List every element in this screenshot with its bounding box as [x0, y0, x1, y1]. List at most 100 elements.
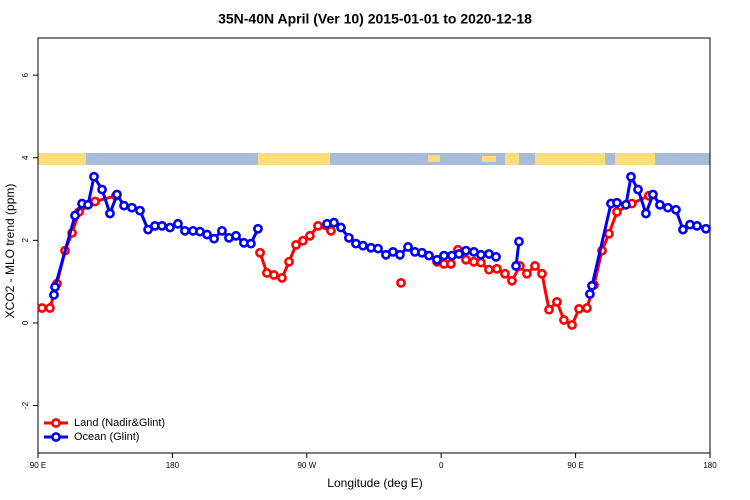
x-tick-label: 0: [439, 461, 444, 470]
data-point: [446, 258, 456, 269]
x-tick-label: 90 W: [297, 461, 316, 470]
data-point: [585, 289, 595, 299]
data-point: [701, 223, 711, 234]
data-point: [567, 320, 577, 330]
data-point: [507, 275, 517, 286]
data-point: [291, 239, 301, 250]
data-point: [552, 296, 562, 307]
data-point: [655, 199, 665, 210]
data-point: [313, 220, 323, 231]
data-point: [461, 254, 471, 265]
data-point: [633, 184, 643, 195]
x-tick-label: 90 E: [567, 461, 583, 470]
data-point: [277, 273, 287, 283]
data-point: [559, 315, 569, 325]
data-point: [692, 220, 702, 231]
data-point: [344, 232, 354, 243]
data-point: [522, 268, 532, 279]
data-point: [484, 264, 494, 275]
land-band: [535, 153, 605, 165]
data-point: [626, 171, 636, 182]
data-point: [336, 222, 346, 233]
plot-frame: [37, 37, 711, 454]
data-point: [358, 240, 368, 251]
y-tick-label: 4: [21, 155, 30, 160]
data-point: [157, 220, 167, 231]
x-tick-label: 90 E: [30, 461, 46, 470]
data-point: [45, 303, 55, 313]
data-point: [284, 256, 294, 267]
data-point: [50, 282, 60, 292]
legend-label: Land (Nadir&Glint): [74, 417, 165, 429]
data-point: [217, 225, 227, 236]
legend-marker: [51, 418, 61, 428]
legend-label: Ocean (Glint): [74, 431, 139, 443]
data-point: [127, 202, 137, 213]
legend-marker: [51, 432, 61, 442]
data-point: [119, 200, 129, 211]
land-band: [38, 153, 86, 165]
data-point: [476, 257, 486, 268]
land-band: [615, 153, 655, 165]
data-point: [621, 199, 631, 210]
data-point: [209, 233, 219, 244]
data-point: [544, 304, 554, 315]
data-point: [678, 224, 688, 235]
data-point: [574, 303, 584, 314]
data-point: [305, 230, 315, 241]
data-point: [105, 208, 115, 219]
data-point: [492, 263, 502, 274]
data-point: [641, 208, 651, 219]
data-point: [135, 205, 145, 216]
data-point: [395, 249, 405, 260]
data-point: [612, 197, 622, 208]
map-strip: [38, 153, 710, 165]
data-point: [202, 229, 212, 240]
data-point: [253, 223, 263, 234]
data-point: [173, 218, 183, 229]
data-point: [97, 184, 107, 195]
data-point: [70, 210, 80, 221]
data-point: [231, 230, 241, 241]
data-point: [112, 189, 122, 200]
data-point: [269, 270, 279, 280]
y-axis-label: XCO2 - MLO trend (ppm): [3, 184, 17, 319]
data-point: [424, 250, 434, 261]
data-point: [89, 171, 99, 182]
y-tick-label: 2: [21, 238, 30, 243]
y-tick-label: 0: [21, 320, 30, 325]
data-point: [49, 289, 59, 300]
data-point: [298, 235, 308, 246]
x-tick-label: 180: [703, 461, 717, 470]
data-point: [143, 224, 153, 235]
land-band: [428, 155, 440, 162]
data-point: [461, 245, 471, 256]
data-point: [537, 268, 547, 279]
data-point: [476, 249, 486, 260]
data-point: [582, 303, 592, 313]
data-point: [491, 251, 501, 262]
data-point: [671, 204, 681, 215]
data-point: [180, 225, 190, 236]
y-tick-label: -2: [21, 401, 30, 409]
data-point: [648, 189, 658, 200]
data-point: [432, 254, 442, 265]
x-axis-label: Longitude (deg E): [327, 476, 422, 490]
data-point: [373, 243, 383, 254]
y-tick-label: 6: [21, 72, 30, 77]
data-point: [403, 242, 413, 252]
land-band: [258, 153, 330, 165]
data-point: [329, 217, 339, 228]
land-band: [505, 153, 519, 165]
data-point: [396, 277, 406, 288]
data-point: [83, 199, 93, 210]
data-point: [255, 247, 265, 258]
land-band: [482, 156, 496, 162]
data-point: [326, 225, 336, 236]
data-point: [511, 261, 521, 271]
data-point: [246, 238, 256, 249]
data-point: [439, 250, 449, 261]
chart-title: 35N-40N April (Ver 10) 2015-01-01 to 202…: [218, 11, 532, 27]
x-tick-label: 180: [166, 461, 180, 470]
data-point: [587, 280, 597, 291]
